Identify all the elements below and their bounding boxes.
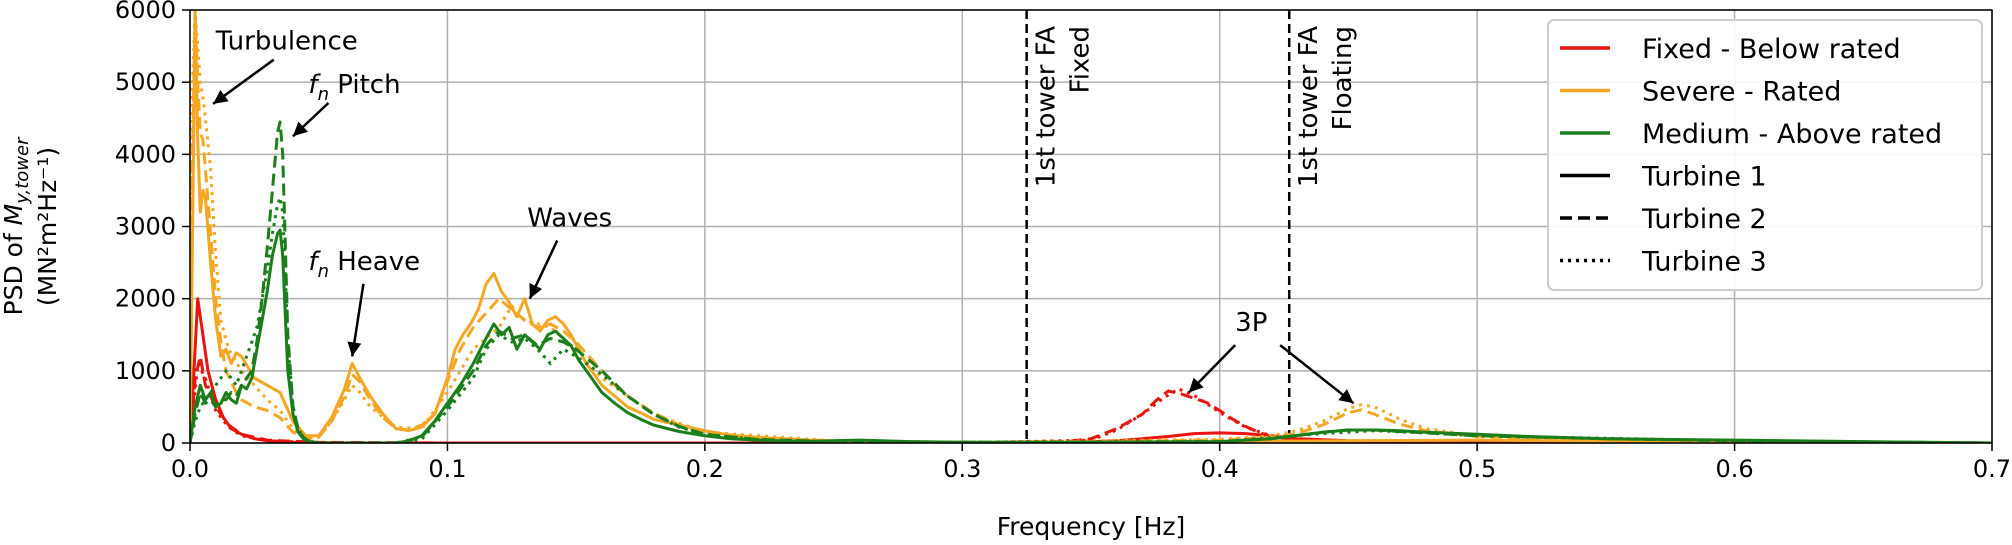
annotation-arrowhead-4 (1188, 377, 1204, 393)
annotation-arrowhead-2 (347, 341, 362, 357)
annotation-arrowhead-5 (1338, 389, 1354, 404)
series-line-3 (190, 10, 1992, 443)
x-axis-ticks: 0.0 0.1 0.2 0.3 0.4 0.5 0.6 0.7 (171, 443, 2011, 483)
annotation-4: 3P (1235, 308, 1267, 338)
legend: Fixed - Below rated Severe - Rated Medium … (1547, 19, 1983, 291)
tower-fa-label-1: 1st tower FA Floating (1294, 26, 1358, 187)
annotation-0: Turbulence (215, 27, 358, 57)
y-tick-label-4: 4000 (115, 140, 176, 168)
legend-label-1: Severe - Rated (1642, 77, 1841, 108)
annotation-arrowhead-3 (529, 283, 543, 299)
series-line-7 (190, 120, 1992, 443)
series-line-4 (190, 10, 1992, 443)
x-tick-label-7: 0.7 (1973, 455, 2011, 483)
tower-fa-label-0: 1st tower FA Fixed (1032, 26, 1096, 187)
y-axis-label: PSD of My,tower(MN²m²Hz⁻¹) (0, 136, 62, 316)
annotation-arrowhead-0 (213, 89, 229, 104)
x-tick-label-5: 0.5 (1458, 455, 1496, 483)
y-tick-label-6: 6000 (115, 0, 176, 24)
y-axis-label-text: PSD of My,tower(MN²m²Hz⁻¹) (0, 136, 62, 316)
legend-label-2: Medium - Above rated (1642, 119, 1942, 150)
annotation-3: Waves (527, 204, 612, 234)
y-tick-label-2: 2000 (115, 285, 176, 313)
legend-label-3: Turbine 1 (1641, 162, 1767, 193)
y-tick-label-0: 0 (161, 429, 176, 457)
annotations: Turbulence fn Pitch fn Heave Waves 3P (212, 27, 1355, 405)
y-tick-label-5: 5000 (115, 68, 176, 96)
series-line-8 (190, 196, 1992, 443)
y-tick-label-1: 1000 (115, 357, 176, 385)
annotation-1: fn Pitch (308, 70, 400, 105)
x-tick-label-3: 0.3 (943, 455, 981, 483)
x-tick-label-2: 0.2 (686, 455, 724, 483)
vertical-reference-lines: 1st tower FA Fixed 1st tower FA Floating (1025, 10, 1358, 443)
legend-box (1547, 19, 1983, 291)
y-tick-label-3: 3000 (115, 213, 176, 241)
x-tick-label-1: 0.1 (428, 455, 466, 483)
annotation-2: fn Heave (308, 247, 420, 282)
x-tick-label-0: 0.0 (171, 455, 209, 483)
x-axis-label: Frequency [Hz] (997, 512, 1186, 541)
y-axis-ticks: 0 1000 2000 3000 4000 5000 6000 (115, 0, 190, 457)
annotation-arrow-5 (1279, 344, 1355, 405)
legend-label-5: Turbine 3 (1641, 247, 1767, 278)
annotation-arrowhead-1 (292, 121, 308, 137)
legend-label-4: Turbine 2 (1641, 204, 1767, 235)
x-tick-label-6: 0.6 (1715, 455, 1753, 483)
legend-label-0: Fixed - Below rated (1642, 34, 1901, 65)
x-tick-label-4: 0.4 (1201, 455, 1239, 483)
